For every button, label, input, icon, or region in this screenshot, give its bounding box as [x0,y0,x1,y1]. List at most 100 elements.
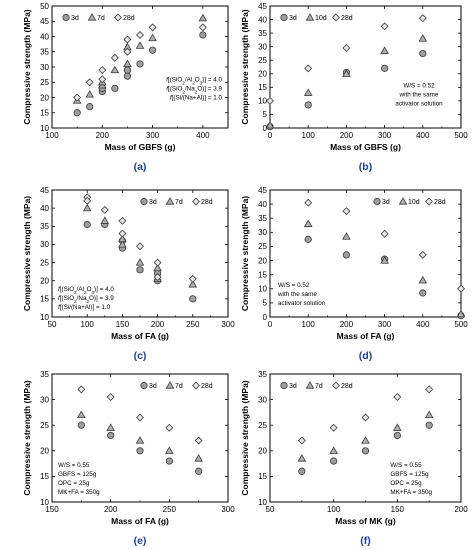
legend-marker-10d [305,13,315,21]
data-point-28d [342,44,351,52]
legend-label-28d: 28d [201,199,213,206]
x-tick-label: 100 [327,505,341,514]
legend-marker-10d [398,197,408,205]
data-point-3d [148,46,157,54]
y-tick-label: 10 [40,313,49,322]
chart-panel-d: 0 100 200 300 400 500 0 5 10 15 20 25 30 35 40 45 Mass o… [240,186,468,362]
legend-marker-28d [332,13,340,22]
y-tick-label: 20 [258,256,267,265]
legend-marker-7d [305,381,315,389]
data-point-28d [153,273,162,282]
data-point-28d [118,216,127,225]
x-tick-label: 0 [268,131,273,140]
data-point-7d [393,423,402,431]
x-tick-label: 400 [416,320,430,329]
y-tick-label: 0 [263,313,268,322]
y-tick-label: 20 [40,277,49,286]
data-point-28d [110,53,119,62]
y-tick-label: 10 [40,498,49,507]
legend-label-3d: 3d [149,199,157,206]
y-tick-label: 35 [258,370,267,379]
data-point-28d [380,229,389,238]
x-axis-label: Mass of GBFS (g) [330,142,401,152]
data-point-28d [136,413,144,422]
panel-label: (c) [134,350,147,362]
data-point-28d [98,75,107,84]
x-tick-label: 200 [151,320,165,329]
data-point-3d [123,66,132,74]
data-point-10d [456,309,466,318]
data-point-3d [136,447,144,455]
y-tick-label: 15 [40,295,49,304]
x-tick-label: 300 [146,131,160,140]
data-point-7d [424,410,434,419]
x-tick-label: 500 [454,320,468,329]
annotation-text: f[(SiO2/Na2O)] = 3.9 [58,295,114,304]
x-axis-label: Mass of FA (g) [111,331,169,341]
data-point-7d [77,410,86,419]
y-axis-label: Compressive strength (MPa) [240,9,250,124]
data-point-28d [136,31,144,39]
y-axis-label: Compressive strength (MPa) [22,196,32,311]
y-tick-label: 50 [40,2,49,11]
x-tick-label: 0 [268,320,273,329]
data-point-3d [136,266,144,274]
panel-label: (b) [359,161,372,173]
legend-label-28d: 28d [341,15,353,22]
data-point-28d [83,196,92,205]
data-point-7d [361,436,370,444]
annotation-text: GBFS = 125g [390,471,429,478]
data-point-3d [199,31,207,39]
x-tick-label: 300 [378,320,392,329]
y-tick-label: 15 [40,109,49,118]
data-point-7d [194,454,203,462]
legend-label-7d: 7d [175,383,183,390]
legend-label-3d: 3d [71,15,79,22]
data-point-10d [265,120,275,129]
data-point-7d [123,59,132,68]
data-point-3d [107,431,115,440]
annotation-text: W/S = 0.52 [278,282,310,289]
legend-label-3d: 3d [149,383,157,390]
legend-label-7d: 7d [175,199,183,206]
data-point-28d [98,66,107,75]
data-point-28d [100,205,109,214]
x-axis-label: Mass of MK (g) [335,516,396,526]
y-tick-label: 15 [258,83,267,92]
y-axis-label: Compressive strength (MPa) [240,380,250,495]
legend-label-28d: 28d [201,383,213,390]
data-point-7d [135,436,145,444]
data-point-28d [85,78,94,87]
data-point-28d [297,436,306,445]
y-tick-label: 15 [40,472,49,481]
annotation-text: with the same [399,92,439,99]
y-tick-label: 20 [258,447,267,456]
legend-marker-28d [114,13,122,22]
y-tick-label: 35 [40,222,49,231]
data-point-10d [418,34,428,42]
data-point-3d [83,220,91,229]
y-tick-label: 15 [258,472,267,481]
x-tick-label: 500 [454,131,468,140]
x-tick-label: 200 [340,131,354,140]
data-point-3d [330,457,338,465]
data-point-3d [111,84,119,92]
y-tick-label: 10 [258,498,267,507]
legend-label-7d: 7d [97,15,105,22]
annotation-text: with the same [277,291,317,298]
data-point-28d [194,436,203,445]
data-point-10d [303,88,313,96]
panel-label: (e) [134,535,147,547]
y-tick-label: 0 [263,124,268,133]
data-point-28d [188,274,197,283]
panel-label: (a) [134,161,147,173]
data-point-28d [73,93,82,102]
legend-label-7d: 7d [315,383,323,390]
data-point-28d [123,35,132,44]
data-point-3d [195,467,203,475]
legend-label-28d: 28d [341,383,353,390]
legend-label-3d: 3d [382,199,390,206]
data-point-3d [136,60,144,68]
data-point-10d [342,69,351,77]
y-tick-label: 40 [40,32,49,41]
